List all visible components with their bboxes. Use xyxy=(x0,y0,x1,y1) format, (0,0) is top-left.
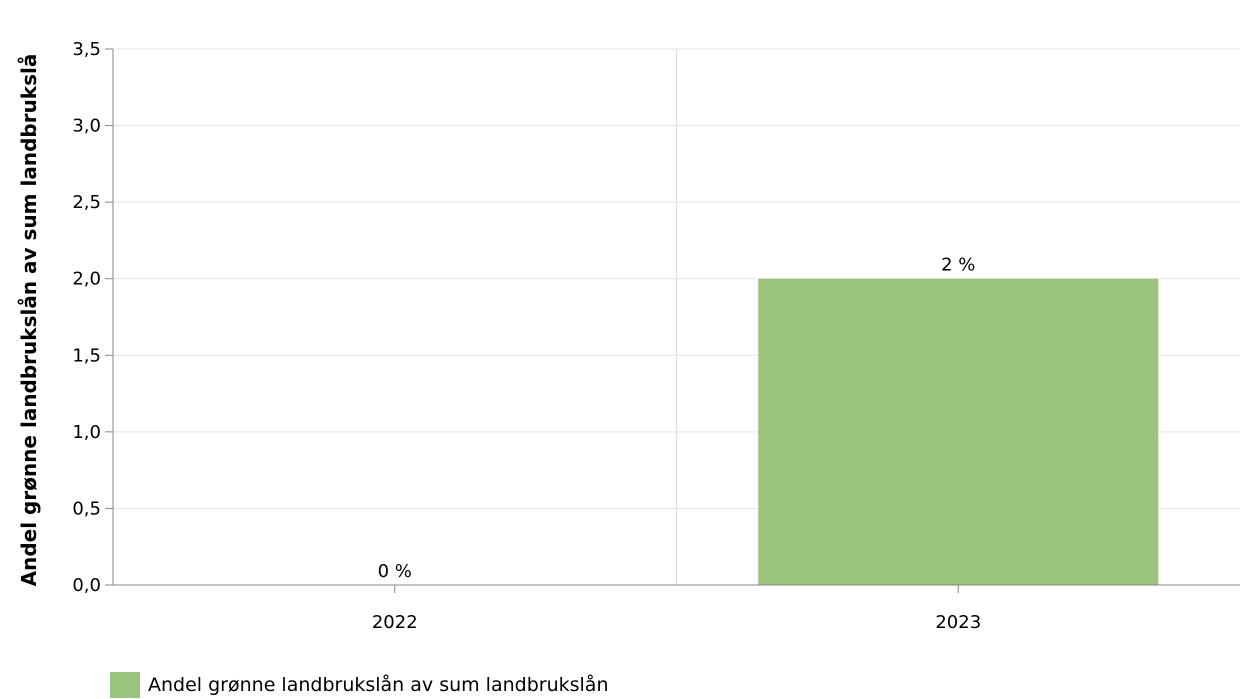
data-label: 0 % xyxy=(378,561,412,582)
y-tick-label: 3,0 xyxy=(72,116,101,137)
y-axis-title: Andel grønne landbrukslån av sum landbru… xyxy=(17,54,41,587)
legend: Andel grønne landbrukslån av sum landbru… xyxy=(110,672,608,698)
legend-label: Andel grønne landbrukslån av sum landbru… xyxy=(148,674,609,696)
x-tick-label: 2022 xyxy=(372,612,418,633)
grid-lines xyxy=(113,48,1240,585)
y-tick-label: 2,0 xyxy=(72,269,101,290)
tick-labels: 0,0 0,5 1,0 1,5 2,0 2,5 3,0 3,5 2022 2023 xyxy=(72,39,981,633)
data-labels: 0 % 2 % xyxy=(378,255,976,582)
y-tick-label: 2,5 xyxy=(72,192,101,213)
y-tick-label: 3,5 xyxy=(72,39,101,60)
data-label: 2 % xyxy=(941,255,975,276)
bar xyxy=(758,278,1159,585)
y-tick-label: 0,5 xyxy=(72,498,101,519)
axes xyxy=(105,48,1240,593)
bars xyxy=(758,278,1159,585)
legend-swatch xyxy=(110,672,140,698)
x-tick-label: 2023 xyxy=(935,612,981,633)
y-tick-label: 0,0 xyxy=(72,575,101,596)
y-tick-label: 1,5 xyxy=(72,345,101,366)
y-tick-label: 1,0 xyxy=(72,422,101,443)
